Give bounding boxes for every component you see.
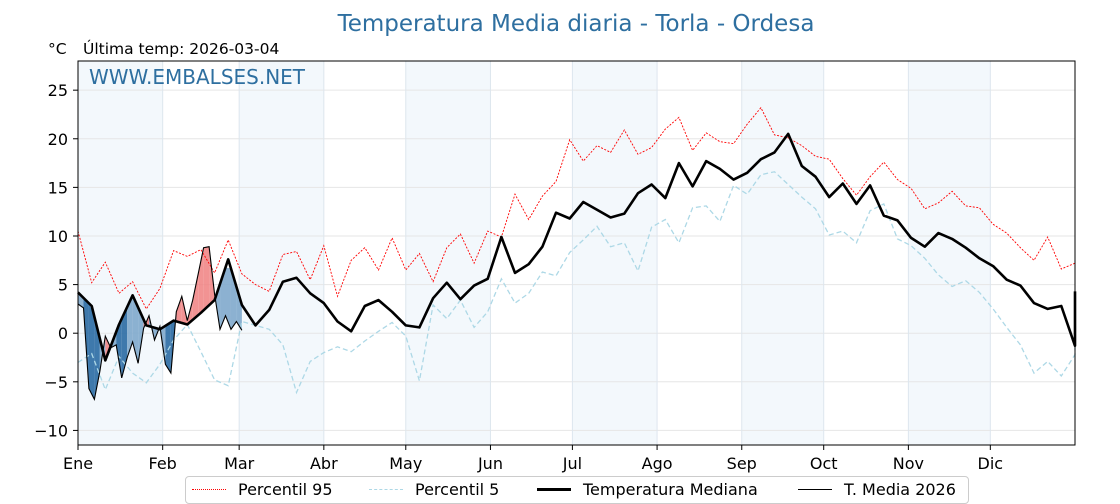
legend-label: Percentil 95 (238, 480, 333, 499)
legend-swatch-2026 (798, 489, 832, 490)
series-line-2026 (77, 246, 243, 401)
x-tick-label: Abr (310, 454, 338, 473)
fill-below-median (138, 307, 144, 364)
x-tick-label: Ene (63, 454, 93, 473)
x-tick-label: Feb (149, 454, 177, 473)
legend-item-median: Temperatura Mediana (537, 480, 758, 499)
y-axis-unit: °C (48, 40, 67, 58)
legend-item-p5: Percentil 5 (369, 480, 499, 499)
y-tick-label: −10 (34, 421, 68, 440)
x-tick-label: Jun (477, 454, 503, 473)
x-tick-label: Ago (642, 454, 673, 473)
series-line-percentil-5 (77, 171, 1076, 395)
month-band (741, 61, 824, 445)
fill-below-median (127, 295, 133, 358)
fill-above-median (176, 296, 182, 323)
legend-swatch-p95 (192, 489, 226, 490)
y-tick-label: 0 (58, 324, 68, 343)
fill-below-median (116, 318, 122, 378)
legend-swatch-median (537, 488, 571, 491)
last-temp-label: Última temp: 2026-03-04 (83, 39, 279, 58)
fill-above-median (198, 247, 204, 316)
x-tick-label: Nov (893, 454, 924, 473)
legend-item-p95: Percentil 95 (192, 480, 333, 499)
fill-above-median (203, 246, 210, 311)
series-line-percentil-95 (77, 106, 1076, 310)
watermark: WWW.EMBALSES.NET (89, 65, 306, 89)
legend-swatch-p5 (369, 489, 403, 490)
y-tick-label: 25 (48, 81, 68, 100)
plot-frame (77, 60, 1076, 446)
fill-below-median (236, 286, 242, 331)
fill-above-median (192, 273, 199, 320)
y-tick-label: 10 (48, 227, 68, 246)
chart-title: Temperatura Media diaria - Torla - Ordes… (337, 11, 815, 37)
fill-below-median (88, 303, 95, 400)
y-tick-label: 15 (48, 178, 68, 197)
month-band (239, 61, 324, 445)
fill-below-median (165, 322, 171, 374)
x-tick-label: May (389, 454, 422, 473)
month-band (572, 61, 658, 445)
x-tick-label: Oct (810, 454, 838, 473)
x-axis: Ene Feb Mar Abr May Jun Jul Ago Sep Oct Nov Dic (63, 445, 1003, 473)
legend-label: Percentil 5 (415, 480, 500, 499)
y-axis: 25 20 15 10 5 0 −5 −10 (34, 81, 78, 440)
fill-below-median (78, 292, 84, 308)
fill-below-median (225, 267, 231, 330)
legend: Percentil 95 Percentil 5 Temperatura Med… (185, 476, 969, 504)
month-band (908, 61, 991, 445)
series-lines (77, 106, 1077, 401)
month-bands (78, 61, 991, 445)
fill-below-median (121, 306, 128, 378)
series-line-mediana (77, 132, 1077, 362)
x-tick-label: Jul (562, 454, 582, 473)
month-band (405, 61, 491, 445)
legend-item-2026: T. Media 2026 (798, 480, 956, 499)
y-tick-label: 5 (58, 276, 68, 295)
x-tick-label: Dic (978, 454, 1004, 473)
legend-label: T. Media 2026 (844, 480, 956, 499)
legend-label: Temperatura Mediana (583, 480, 758, 499)
y-tick-label: −5 (44, 373, 68, 392)
x-tick-label: Mar (224, 454, 255, 473)
y-tick-label: 20 (48, 130, 68, 149)
x-tick-label: Sep (727, 454, 757, 473)
